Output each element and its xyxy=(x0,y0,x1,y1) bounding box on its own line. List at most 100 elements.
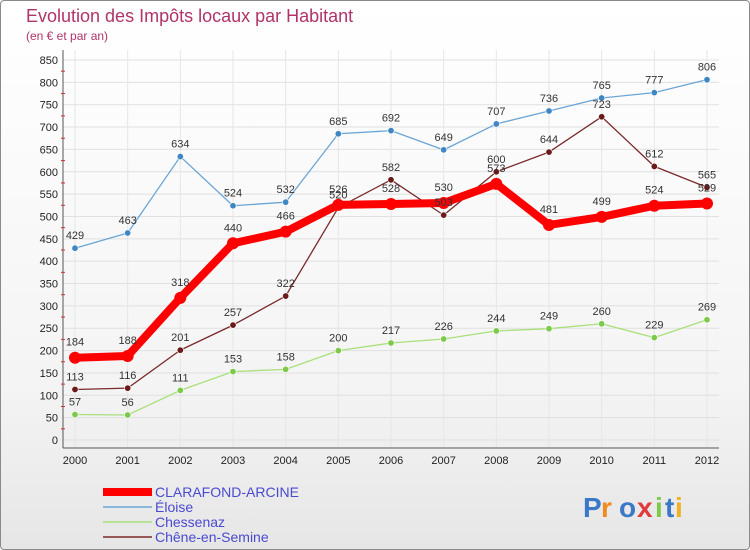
x-tick-label: 2010 xyxy=(589,455,613,467)
series-point xyxy=(282,365,290,373)
x-tick-label: 2006 xyxy=(379,455,403,467)
data-label: 116 xyxy=(119,370,137,382)
series-point xyxy=(545,148,553,156)
x-tick-label: 2002 xyxy=(168,455,192,467)
series-point xyxy=(71,411,79,419)
series-point xyxy=(71,244,79,252)
data-label: 530 xyxy=(434,182,452,194)
y-tick-label: 350 xyxy=(40,279,58,291)
data-label: 573 xyxy=(487,163,505,175)
data-label: 806 xyxy=(698,62,716,74)
series-point xyxy=(176,346,184,354)
data-label: 644 xyxy=(540,134,558,146)
series-point xyxy=(648,199,661,212)
series-point xyxy=(387,127,395,135)
x-tick-label: 2007 xyxy=(431,455,455,467)
data-label: 244 xyxy=(487,313,505,325)
series-point xyxy=(71,385,79,393)
y-tick-label: 200 xyxy=(40,346,58,358)
y-tick-label: 150 xyxy=(40,368,58,380)
data-label: 777 xyxy=(645,75,663,87)
data-label: 440 xyxy=(224,222,242,234)
data-label: 565 xyxy=(698,169,716,181)
series-point xyxy=(650,89,658,97)
data-label: 229 xyxy=(645,320,663,332)
y-tick-label: 550 xyxy=(40,189,58,201)
logo-letter: P xyxy=(583,492,602,523)
series-point xyxy=(279,225,292,238)
y-tick-label: 850 xyxy=(40,55,58,67)
data-label: 692 xyxy=(382,113,400,125)
logo-letter: i xyxy=(675,492,683,523)
y-tick-label: 750 xyxy=(40,100,58,112)
y-tick-label: 700 xyxy=(40,122,58,134)
series-point xyxy=(490,177,503,190)
series-point xyxy=(227,237,239,250)
data-label: 226 xyxy=(434,321,452,333)
data-label: 57 xyxy=(69,397,81,409)
data-label: 200 xyxy=(329,333,347,345)
x-tick-label: 2003 xyxy=(221,455,245,467)
x-tick-label: 2012 xyxy=(695,455,719,467)
data-label: 260 xyxy=(592,306,610,318)
series-point xyxy=(332,198,345,211)
series-point xyxy=(492,120,500,128)
series-point xyxy=(703,316,711,324)
data-label: 322 xyxy=(276,278,294,290)
data-label: 503 xyxy=(434,197,452,209)
series-point xyxy=(595,210,608,223)
x-tick-label: 2000 xyxy=(63,455,87,467)
x-tick-label: 2011 xyxy=(643,455,667,467)
legend-entry: Éloise xyxy=(155,499,193,515)
x-tick-label: 2008 xyxy=(484,455,508,467)
data-label: 765 xyxy=(592,80,610,92)
series-point xyxy=(124,384,132,392)
chart-title: Evolution des Impôts locaux par Habitant xyxy=(26,6,353,26)
series-point xyxy=(124,229,132,237)
y-tick-label: 800 xyxy=(40,77,58,89)
series-point xyxy=(176,153,184,161)
legend-entry: CLARAFOND-ARCINE xyxy=(155,484,299,500)
data-label: 188 xyxy=(118,335,136,347)
data-label: 158 xyxy=(276,351,294,363)
series-point xyxy=(282,198,290,206)
series-point xyxy=(650,334,658,342)
data-label: 612 xyxy=(645,148,663,160)
data-label: 217 xyxy=(382,325,400,337)
series-point xyxy=(703,183,711,191)
data-label: 649 xyxy=(434,132,452,144)
data-label: 201 xyxy=(171,332,189,344)
data-label: 736 xyxy=(540,93,558,105)
data-label: 466 xyxy=(276,211,294,223)
data-label: 269 xyxy=(698,302,716,314)
x-tick-label: 2004 xyxy=(273,455,297,467)
series-point xyxy=(174,291,187,304)
data-labels: 429 463 634 524 532 685 692 649 707 736 765 777 806 5… xyxy=(66,62,716,409)
y-tick-label: 100 xyxy=(40,390,58,402)
y-tick-label: 400 xyxy=(40,256,58,268)
x-tick-label: 2001 xyxy=(115,455,139,467)
data-label: 56 xyxy=(122,397,134,409)
data-label: 529 xyxy=(698,183,716,195)
data-label: 524 xyxy=(224,188,242,200)
series-point xyxy=(229,321,237,329)
legend-entry: Chêne-en-Semine xyxy=(155,529,269,545)
series-point xyxy=(282,292,290,300)
logo-letter: o xyxy=(619,492,636,523)
legend: CLARAFOND-ARCINEÉloiseChessenazChêne-en-… xyxy=(103,484,299,545)
series-point xyxy=(703,76,711,84)
data-label: 582 xyxy=(382,162,400,174)
y-tick-label: 300 xyxy=(40,301,58,313)
data-label: 113 xyxy=(66,371,84,383)
data-label: 257 xyxy=(224,307,242,319)
series-point xyxy=(543,218,555,231)
series-point xyxy=(124,411,132,419)
y-tick-label: 0 xyxy=(52,435,58,447)
series-point xyxy=(387,339,395,347)
data-label: 707 xyxy=(487,106,505,118)
series-group xyxy=(69,76,713,419)
series-point xyxy=(440,335,448,343)
series-point xyxy=(69,351,81,364)
chart-subtitle: (en € et par an) xyxy=(26,29,108,43)
